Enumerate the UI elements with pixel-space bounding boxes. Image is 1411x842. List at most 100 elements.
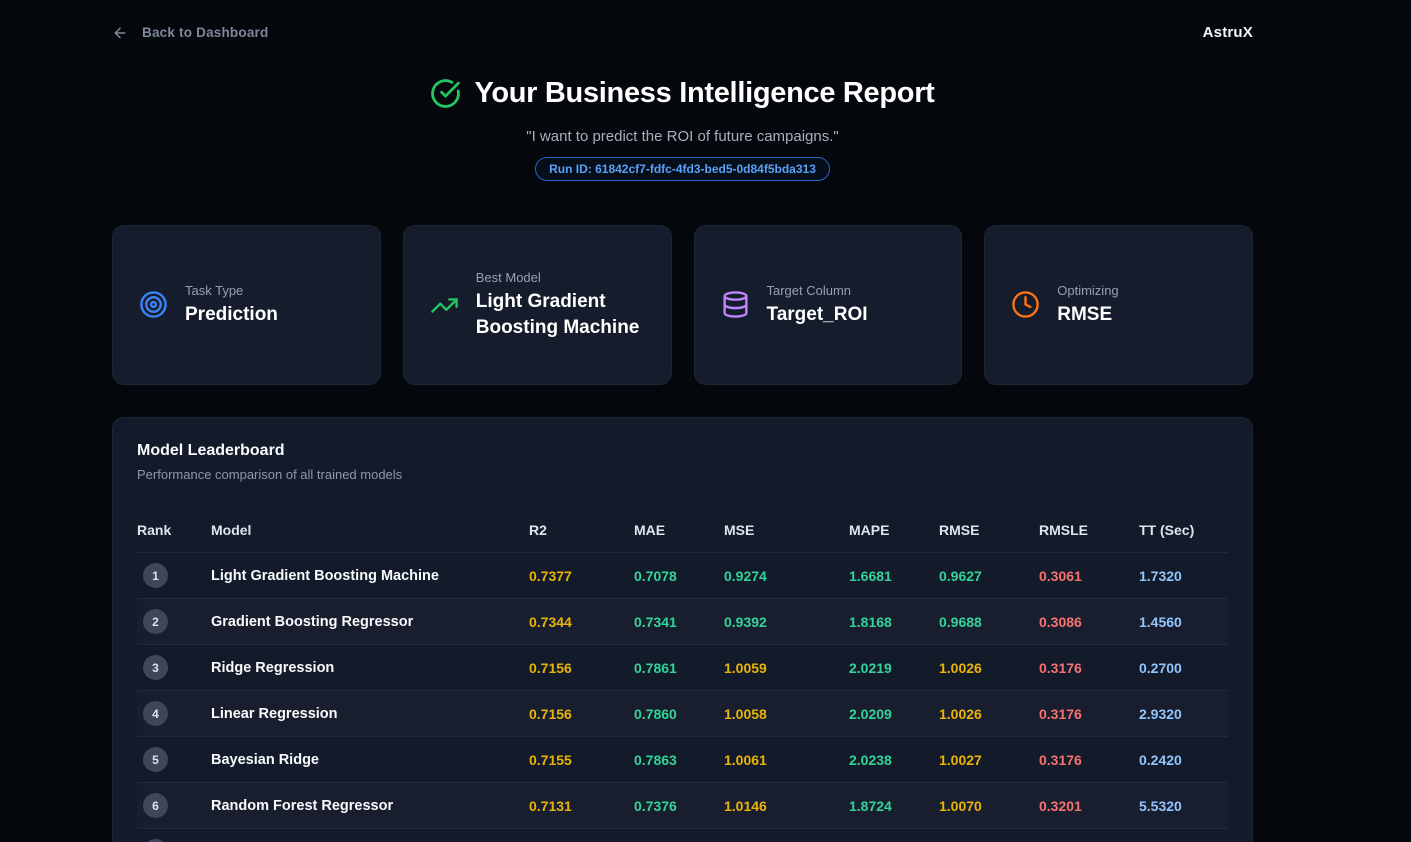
- metric-value: 1.8724: [849, 797, 892, 814]
- rank-badge: 6: [143, 793, 168, 818]
- rank-badge: 4: [143, 701, 168, 726]
- rank-badge: 3: [143, 655, 168, 680]
- model-name: Linear Regression: [211, 705, 338, 722]
- table-row: 7Huber Regressor0.70980.78891.02622.0053…: [137, 828, 1228, 842]
- summary-card-optimizing: Optimizing RMSE: [984, 225, 1253, 385]
- metric-value: 1.4560: [1139, 613, 1182, 630]
- metric-value: 0.7156: [529, 659, 572, 676]
- metric-value: 0.7341: [634, 613, 677, 630]
- metric-value: 1.0027: [939, 751, 982, 768]
- table-row: 1 Light Gradient Boosting Machine 0.7377 0.…: [137, 552, 1228, 598]
- model-leaderboard-card: Model Leaderboard Performance comparison…: [112, 417, 1253, 842]
- model-name: Ridge Regression: [211, 659, 335, 676]
- metric-value: 0.7131: [529, 797, 572, 814]
- metric-value: 0.7861: [634, 659, 677, 676]
- leaderboard-title: Model Leaderboard: [137, 442, 285, 459]
- card-label: Best Model: [475, 269, 541, 285]
- metric-value: 0.3061: [1039, 567, 1082, 584]
- metric-value: 1.0070: [939, 797, 982, 814]
- column-header-rmse: RMSE: [939, 522, 980, 538]
- leaderboard-table: Rank Model R2 MAE MSE MAPE RMSE RMSLE TT (Sec) 1…: [137, 508, 1228, 842]
- metric-value: 5.5320: [1139, 797, 1182, 814]
- metric-value: 0.7155: [529, 751, 572, 768]
- metric-value: 2.0209: [849, 705, 892, 722]
- metric-value: 1.8168: [849, 613, 892, 630]
- metric-value: 0.9392: [724, 613, 767, 630]
- metric-value: 0.3176: [1039, 705, 1082, 722]
- metric-value: 2.0219: [849, 659, 892, 676]
- leaderboard-subtitle: Performance comparison of all trained mo…: [137, 467, 403, 482]
- column-header-rank: Rank: [137, 522, 172, 538]
- rank-badge: 7: [143, 839, 168, 842]
- trending-up-icon: [430, 291, 459, 320]
- column-header-mse: MSE: [724, 522, 755, 538]
- metric-value: 0.7863: [634, 751, 677, 768]
- table-row: 3 Ridge Regression 0.7156 0.7861 1.0059 2.021…: [137, 644, 1228, 690]
- metric-value: 2.0238: [849, 751, 892, 768]
- card-value: Target_ROI: [766, 303, 868, 325]
- metric-value: 0.9274: [724, 567, 767, 584]
- database-icon: [721, 290, 750, 319]
- card-label: Target Column: [766, 282, 852, 298]
- arrow-left-icon: [112, 25, 128, 41]
- table-row: 6 Random Forest Regressor 0.7131 0.7376 1.01…: [137, 782, 1228, 828]
- metric-value: 1.0058: [724, 705, 767, 722]
- column-header-r2: R2: [529, 522, 547, 538]
- metric-value: 1.6681: [849, 567, 892, 584]
- metric-value: 1.0059: [724, 659, 767, 676]
- metric-value: 0.7156: [529, 705, 572, 722]
- summary-card-target-column: Target Column Target_ROI: [693, 225, 963, 385]
- report-subtitle: "I want to predict the ROI of future cam…: [526, 128, 839, 145]
- card-label: Optimizing: [1057, 282, 1119, 298]
- metric-value: 0.2700: [1139, 659, 1182, 676]
- brand-logo[interactable]: AstruX: [1202, 24, 1253, 41]
- summary-cards: Task Type Prediction Best Model Light Gradi…: [112, 225, 1253, 385]
- column-header-tt-sec-: TT (Sec): [1139, 522, 1195, 538]
- metric-value: 0.7376: [634, 797, 677, 814]
- model-name: Bayesian Ridge: [211, 751, 319, 768]
- metric-value: 1.7320: [1139, 567, 1182, 584]
- card-label: Task Type: [185, 282, 244, 298]
- back-link-label: Back to Dashboard: [142, 25, 269, 40]
- column-header-model: Model: [211, 522, 252, 538]
- table-row: 2 Gradient Boosting Regressor 0.7344 0.7341…: [137, 598, 1228, 644]
- metric-value: 0.3201: [1039, 797, 1082, 814]
- metric-value: 0.9688: [939, 613, 982, 630]
- report-page: Back to Dashboard AstruX Your Business I…: [112, 0, 1253, 842]
- clock-icon: [1011, 290, 1040, 319]
- table-row: 4 Linear Regression 0.7156 0.7860 1.0058 2.02…: [137, 690, 1228, 736]
- metric-value: 1.0026: [939, 659, 982, 676]
- model-name: Light Gradient Boosting Machine: [211, 567, 439, 584]
- target-icon: [139, 290, 168, 319]
- table-header-row: Rank Model R2 MAE MSE MAPE RMSE RMSLE TT (Sec): [137, 508, 1228, 552]
- summary-card-best-model: Best Model Light Gradient Boosting Machin…: [402, 225, 672, 385]
- table-row: 5 Bayesian Ridge 0.7155 0.7863 1.0061 2.0238 1…: [137, 736, 1228, 782]
- rank-badge: 2: [143, 609, 168, 634]
- card-value: Prediction: [185, 303, 278, 325]
- metric-value: 0.7377: [529, 567, 572, 584]
- report-header: Your Business Intelligence Report "I wan…: [112, 77, 1253, 181]
- metric-value: 1.0026: [939, 705, 982, 722]
- column-header-mae: MAE: [634, 522, 666, 538]
- metric-value: 2.9320: [1139, 705, 1182, 722]
- column-header-mape: MAPE: [849, 522, 890, 538]
- metric-value: 0.3176: [1039, 751, 1082, 768]
- metric-value: 1.0146: [724, 797, 767, 814]
- table-body: 1 Light Gradient Boosting Machine 0.7377 0.…: [137, 552, 1228, 842]
- metric-value: 0.3086: [1039, 613, 1082, 630]
- metric-value: 0.3176: [1039, 659, 1082, 676]
- back-to-dashboard-link[interactable]: Back to Dashboard: [112, 25, 268, 41]
- metric-value: 0.2420: [1139, 751, 1182, 768]
- rank-badge: 5: [143, 747, 168, 772]
- metric-value: 0.9627: [939, 567, 982, 584]
- metric-value: 0.7344: [529, 613, 572, 630]
- model-name: Random Forest Regressor: [211, 797, 394, 814]
- run-id-badge: Run ID: 61842cf7-fdfc-4fd3-bed5-0d84f5bd…: [535, 157, 830, 181]
- summary-card-task-type: Task Type Prediction: [112, 225, 381, 385]
- page-title: Your Business Intelligence Report: [474, 77, 935, 109]
- rank-badge: 1: [143, 563, 168, 588]
- model-name: Gradient Boosting Regressor: [211, 613, 414, 630]
- metric-value: 1.0061: [724, 751, 767, 768]
- card-value: RMSE: [1057, 303, 1113, 325]
- metric-value: 0.7078: [634, 567, 677, 584]
